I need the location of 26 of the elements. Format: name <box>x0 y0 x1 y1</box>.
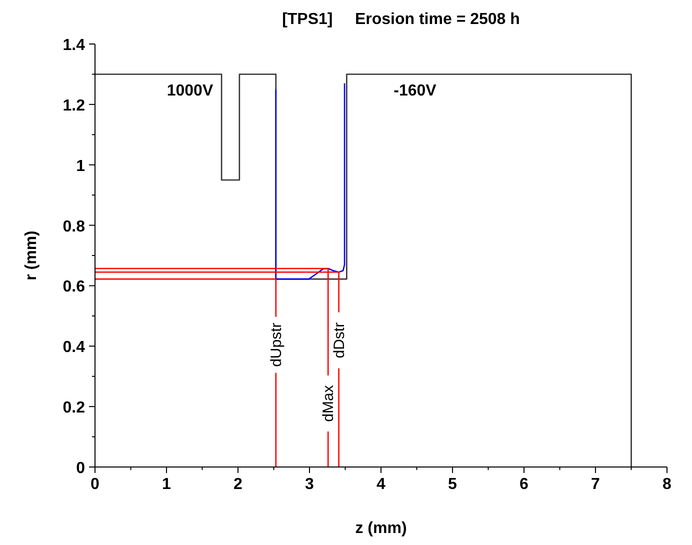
y-tick-label: 1 <box>76 158 86 175</box>
annotation: -160V <box>394 82 437 100</box>
y-tick-label: 0.4 <box>62 339 86 356</box>
y-tick-label: 0.8 <box>62 218 86 236</box>
line-series <box>275 82 346 280</box>
annotation: 1000V <box>166 82 214 100</box>
x-tick-label: 5 <box>448 476 458 493</box>
text: dDstr <box>330 322 348 358</box>
y-tick-label: 0.2 <box>62 400 86 417</box>
x-axis-title: z (mm) <box>355 520 407 537</box>
y-tick-label: 1.2 <box>62 97 86 114</box>
x-tick-label: 6 <box>520 476 529 493</box>
x-tick-label: 4 <box>376 476 386 493</box>
x-tick-label: 7 <box>591 476 600 493</box>
x-tick-label: 8 <box>662 476 672 493</box>
y-tick-label: 0.6 <box>62 278 86 296</box>
y-tick-label: 0 <box>76 460 86 477</box>
x-tick-label: 0 <box>90 476 100 493</box>
chart-title: [TPS1] Erosion time = 2508 h <box>282 11 520 28</box>
x-tick-label: 2 <box>234 476 243 493</box>
y-tick-label: 1.4 <box>62 37 86 54</box>
text: dMax <box>320 384 338 422</box>
x-tick-label: 3 <box>305 476 314 493</box>
x-tick-label: 1 <box>162 476 172 493</box>
y-axis-title: r (mm) <box>23 230 40 280</box>
text: dUpstr <box>268 322 285 367</box>
